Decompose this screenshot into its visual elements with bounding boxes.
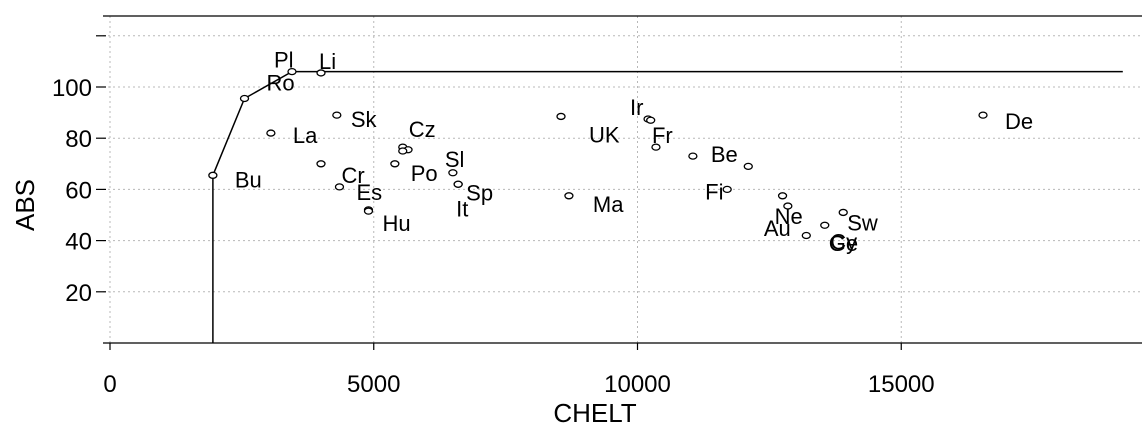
data-point bbox=[266, 129, 276, 137]
data-point bbox=[838, 208, 848, 217]
data-point bbox=[453, 180, 463, 188]
point-label: Ir bbox=[630, 95, 643, 120]
point-label: Po bbox=[411, 161, 438, 186]
y-tick-label: 20 bbox=[65, 280, 92, 307]
data-point bbox=[390, 160, 400, 168]
point-label: Li bbox=[319, 49, 336, 74]
y-tick-labels: 20 40 60 80 100 bbox=[52, 75, 92, 307]
y-tick-label: 100 bbox=[52, 75, 92, 102]
x-tick-labels: 0 5000 10000 15000 bbox=[103, 371, 934, 398]
point-label: De bbox=[1005, 109, 1033, 134]
data-point bbox=[316, 160, 326, 168]
efficiency-frontier-line bbox=[212, 70, 1123, 343]
grid-layer bbox=[96, 16, 1142, 350]
data-point bbox=[783, 202, 793, 210]
x-tick-label: 5000 bbox=[347, 371, 400, 398]
point-label: Pl bbox=[274, 48, 294, 73]
y-axis-title: ABS bbox=[10, 179, 40, 231]
point-label: Cr bbox=[341, 163, 364, 188]
data-point bbox=[777, 192, 788, 200]
data-point bbox=[688, 152, 698, 160]
point-label: Sk bbox=[351, 107, 378, 132]
point-label: Sw bbox=[847, 210, 878, 235]
frontier-layer bbox=[212, 70, 1123, 343]
point-label: Fi bbox=[705, 179, 723, 204]
data-point bbox=[208, 171, 218, 179]
point-label: Ma bbox=[593, 192, 624, 217]
point-label: Bu bbox=[235, 167, 262, 192]
point-label: Cz bbox=[409, 117, 436, 142]
y-tick-label: 60 bbox=[65, 177, 92, 204]
data-point bbox=[239, 94, 250, 103]
point-layer bbox=[208, 67, 988, 240]
data-point bbox=[820, 221, 830, 229]
point-label: UK bbox=[589, 122, 620, 147]
x-axis-title: CHELT bbox=[553, 398, 636, 428]
point-label: Ro bbox=[267, 71, 295, 96]
data-point bbox=[743, 162, 753, 171]
x-tick-label: 0 bbox=[103, 371, 116, 398]
data-point bbox=[448, 169, 458, 177]
point-label: Cy bbox=[830, 229, 857, 254]
data-point bbox=[651, 143, 661, 151]
point-label: Be bbox=[711, 142, 738, 167]
point-label: La bbox=[293, 123, 318, 148]
data-point bbox=[332, 111, 342, 119]
data-point bbox=[978, 111, 988, 119]
y-tick-label: 80 bbox=[65, 126, 92, 153]
data-point bbox=[363, 207, 374, 215]
point-label: Hu bbox=[382, 211, 410, 236]
axis-layer bbox=[103, 15, 1142, 344]
data-point bbox=[564, 192, 574, 200]
point-label: Es bbox=[356, 180, 382, 205]
point-label: Sl bbox=[445, 147, 465, 172]
data-point bbox=[334, 183, 345, 191]
data-point bbox=[722, 185, 732, 194]
point-label: Ge bbox=[829, 231, 858, 256]
data-point bbox=[556, 112, 566, 121]
point-label: Ne bbox=[775, 204, 803, 229]
data-point bbox=[801, 231, 811, 240]
point-label: Au bbox=[764, 216, 791, 241]
x-tick-label: 10000 bbox=[604, 371, 671, 398]
point-label: It bbox=[456, 196, 468, 221]
point-label: Sp bbox=[466, 180, 493, 205]
y-tick-label: 40 bbox=[65, 229, 92, 256]
data-point bbox=[398, 147, 408, 155]
data-point bbox=[646, 116, 656, 124]
x-tick-label: 15000 bbox=[868, 371, 935, 398]
data-point bbox=[316, 69, 326, 77]
data-point bbox=[287, 67, 297, 76]
point-label: Fr bbox=[652, 123, 673, 148]
